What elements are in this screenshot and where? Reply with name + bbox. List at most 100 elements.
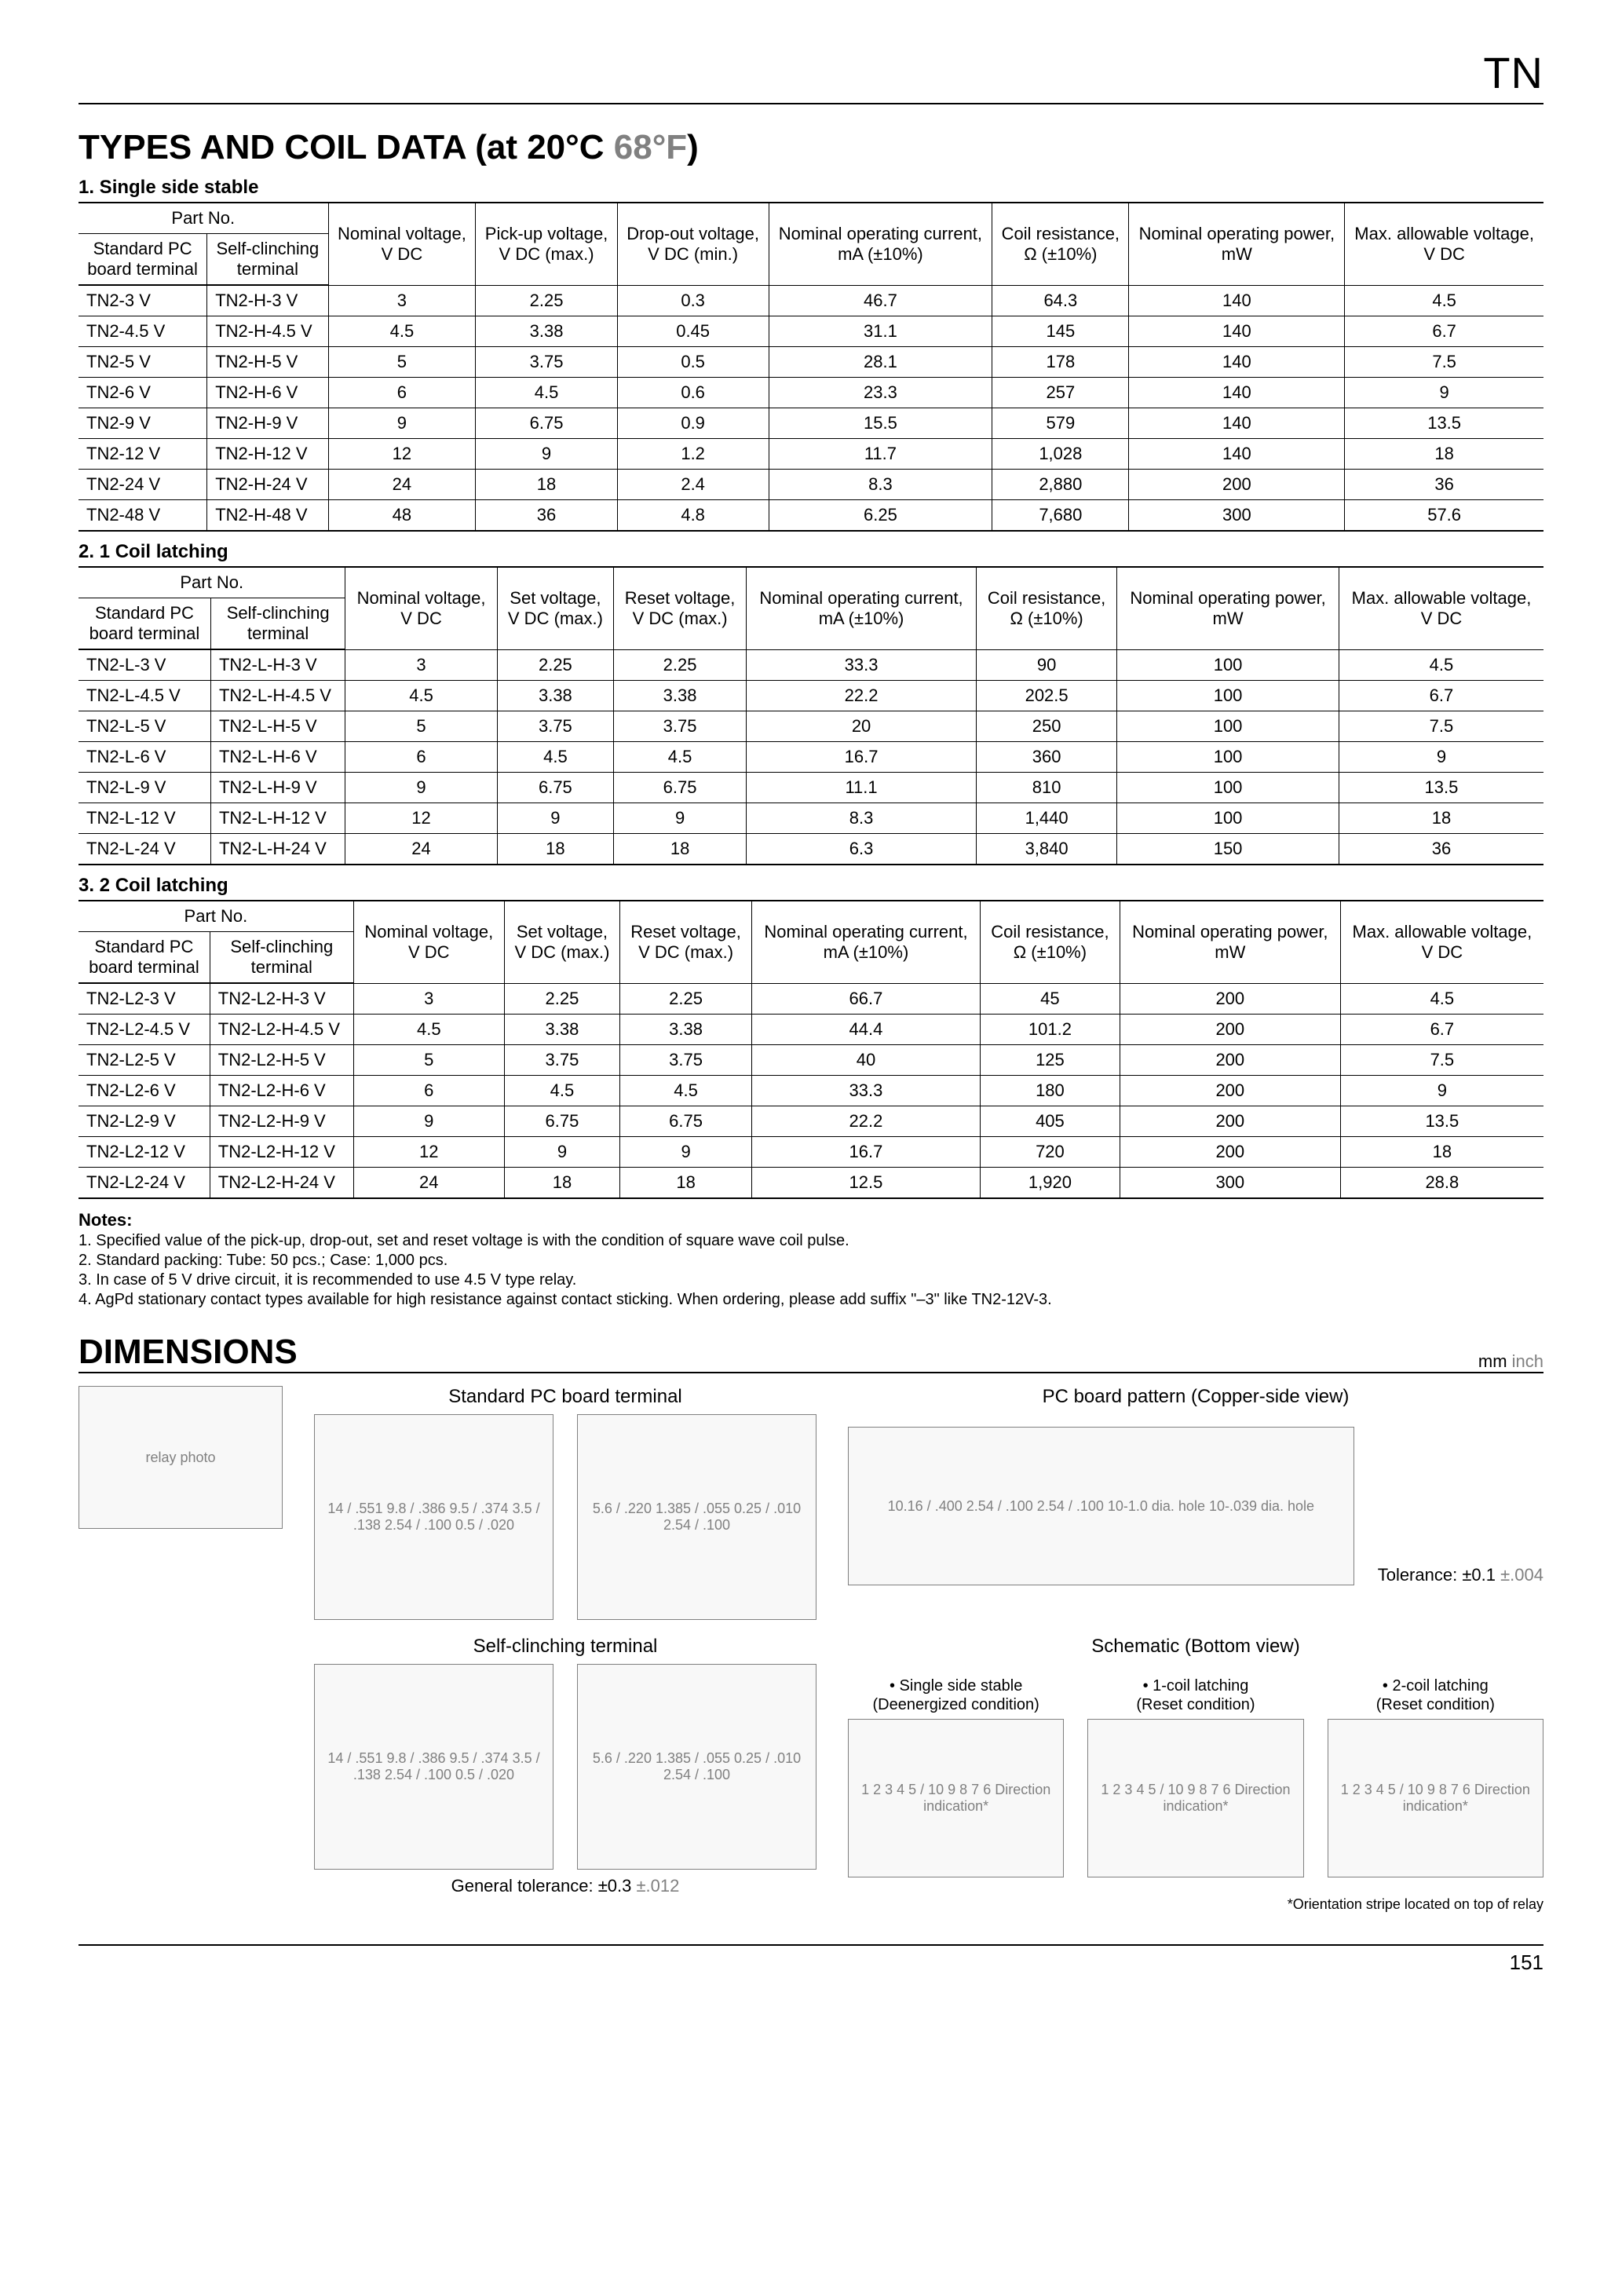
table-cell: 2.25 [504,983,619,1015]
table-cell: 40 [751,1045,980,1076]
table-cell: 0.3 [617,285,769,316]
table-cell: 2,880 [992,470,1129,500]
table-cell: 4.5 [504,1076,619,1106]
table-cell: TN2-H-9 V [207,408,328,439]
section-title: TYPES AND COIL DATA (at 20°C 68°F) [79,128,1543,167]
relay-photo: relay photo [79,1386,283,1529]
table-cell: TN2-H-5 V [207,347,328,378]
table-cell: 3.38 [497,681,613,711]
table-cell: TN2-H-48 V [207,500,328,532]
table-cell: TN2-H-3 V [207,285,328,316]
table-cell: TN2-L2-3 V [79,983,210,1015]
table-cell: 100 [1117,742,1339,773]
table-cell: TN2-L2-24 V [79,1168,210,1199]
col-partno: Part No. [79,203,328,234]
table-cell: 200 [1120,1045,1340,1076]
tolerance-gray: ±.004 [1500,1565,1543,1585]
table-cell: 6 [353,1076,504,1106]
table-cell: 0.5 [617,347,769,378]
table-cell: 1.2 [617,439,769,470]
table-cell: 3.38 [620,1015,752,1045]
table-cell: 2.25 [614,649,747,681]
table-cell: 9 [614,803,747,834]
section-title-close: ) [687,128,699,166]
table-cell: 0.45 [617,316,769,347]
table-cell: 28.8 [1340,1168,1543,1199]
table-cell: 36 [476,500,617,532]
table-cell: TN2-L2-H-12 V [210,1137,353,1168]
table-cell: 6.75 [504,1106,619,1137]
table-cell: 9 [497,803,613,834]
table-cell: TN2-L-6 V [79,742,210,773]
table-cell: 46.7 [769,285,992,316]
table-cell: 200 [1129,470,1345,500]
col-header: Nominal operating power,mW [1117,567,1339,649]
col-header: Nominal operating power,mW [1129,203,1345,285]
table-cell: 100 [1117,649,1339,681]
table-cell: 9 [1340,1076,1543,1106]
table-cell: 3.38 [476,316,617,347]
table-cell: 202.5 [977,681,1117,711]
table-cell: 4.5 [476,378,617,408]
table-cell: 7.5 [1339,711,1543,742]
table-cell: 22.2 [751,1106,980,1137]
table-cell: 4.5 [345,681,497,711]
table-cell: TN2-9 V [79,408,207,439]
table-cell: TN2-L-H-24 V [210,834,345,865]
table-cell: 200 [1120,1137,1340,1168]
sch1-caption2: (Deenergized condition) [848,1695,1064,1714]
col-subheader: Self-clinchingterminal [210,932,353,984]
col-partno: Part No. [79,901,353,932]
coil-data-table: Part No.Nominal voltage,V DCSet voltage,… [79,566,1543,865]
table-cell: 12 [328,439,476,470]
table-subhead: 3. 2 Coil latching [79,875,1543,897]
table-cell: 3,840 [977,834,1117,865]
col-header: Reset voltage,V DC (max.) [614,567,747,649]
table-cell: 9 [328,408,476,439]
table-cell: TN2-L2-6 V [79,1076,210,1106]
table-cell: 140 [1129,408,1345,439]
table-cell: TN2-24 V [79,470,207,500]
table-cell: 9 [1345,378,1543,408]
table-cell: 22.2 [747,681,977,711]
col-partno: Part No. [79,567,345,598]
table-subhead: 1. Single side stable [79,177,1543,199]
table-cell: 11.7 [769,439,992,470]
table-cell: 24 [353,1168,504,1199]
table-cell: 6 [328,378,476,408]
table-cell: 6 [345,742,497,773]
table-row: TN2-5 VTN2-H-5 V53.750.528.11781407.5 [79,347,1543,378]
table-cell: 2.25 [620,983,752,1015]
table-cell: 3 [328,285,476,316]
table-cell: TN2-6 V [79,378,207,408]
table-cell: TN2-L2-12 V [79,1137,210,1168]
table-cell: 11.1 [747,773,977,803]
table-cell: 18 [1345,439,1543,470]
gen-tol-gray: ±.012 [636,1876,679,1896]
self-clinch-drawing-side: 5.6 / .220 1.385 / .055 0.25 / .010 2.54… [577,1664,816,1870]
table-cell: 579 [992,408,1129,439]
table-cell: 13.5 [1345,408,1543,439]
table-cell: 100 [1117,803,1339,834]
schematic-row: • Single side stable (Deenergized condit… [848,1676,1543,1877]
table-cell: TN2-L2-H-5 V [210,1045,353,1076]
col-subheader: Self-clinchingterminal [210,598,345,650]
table-cell: 250 [977,711,1117,742]
note-line: 2. Standard packing: Tube: 50 pcs.; Case… [79,1252,1543,1270]
table-cell: TN2-L2-H-3 V [210,983,353,1015]
table-cell: 18 [1339,803,1543,834]
table-cell: 5 [353,1045,504,1076]
table-cell: 12 [353,1137,504,1168]
pcb-tolerance: Tolerance: ±0.1 ±.004 [1378,1565,1543,1585]
table-cell: TN2-L-H-5 V [210,711,345,742]
table-cell: 64.3 [992,285,1129,316]
table-cell: TN2-L2-4.5 V [79,1015,210,1045]
table-cell: 405 [980,1106,1120,1137]
col-subheader: Self-clinchingterminal [207,234,328,286]
schematic-title: Schematic (Bottom view) [848,1636,1543,1658]
table-cell: 28.1 [769,347,992,378]
table-row: TN2-L-12 VTN2-L-H-12 V12998.31,44010018 [79,803,1543,834]
table-subhead: 2. 1 Coil latching [79,541,1543,563]
table-cell: 20 [747,711,977,742]
table-cell: 3 [345,649,497,681]
